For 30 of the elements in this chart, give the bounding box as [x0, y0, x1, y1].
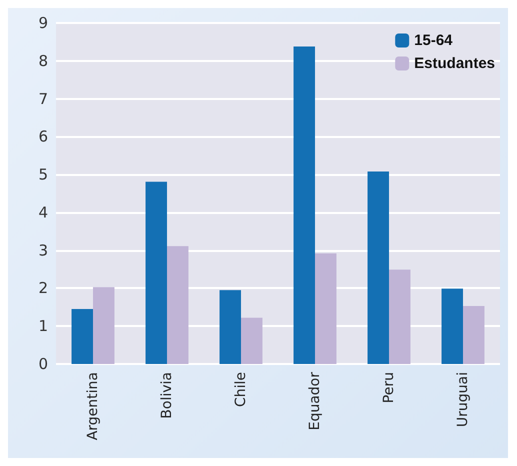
x-tick-label: Argentina: [85, 372, 101, 440]
y-tick-label: 3: [38, 241, 48, 260]
y-tick-label: 2: [38, 279, 48, 298]
bar: [220, 290, 241, 364]
bar: [146, 182, 167, 364]
bar: [241, 318, 262, 364]
y-tick-label: 6: [38, 128, 48, 146]
y-tick-label: 1: [38, 317, 48, 336]
legend-label: 15-64: [414, 32, 454, 49]
bar: [368, 172, 389, 364]
bar: [315, 253, 336, 364]
x-tick-label: Uruguai: [455, 372, 471, 428]
bar: [442, 288, 463, 364]
x-tick-label: Peru: [381, 372, 397, 404]
x-tick-label: Equador: [307, 372, 323, 430]
bar: [294, 46, 315, 364]
y-tick-label: 5: [38, 166, 48, 184]
legend-label: Estudantes: [414, 55, 496, 72]
x-tick-label: Bolivia: [159, 372, 175, 419]
bar: [72, 309, 93, 364]
bar: [167, 246, 188, 364]
y-tick-label: 8: [38, 52, 48, 70]
y-tick-label: 7: [38, 90, 48, 108]
y-tick-label: 0: [38, 355, 48, 373]
bar: [389, 270, 410, 364]
x-tick-label: Chile: [233, 372, 249, 408]
bar: [93, 287, 114, 364]
y-tick-label: 9: [38, 14, 48, 32]
bar: [463, 306, 484, 364]
y-tick-label: 4: [38, 203, 48, 222]
